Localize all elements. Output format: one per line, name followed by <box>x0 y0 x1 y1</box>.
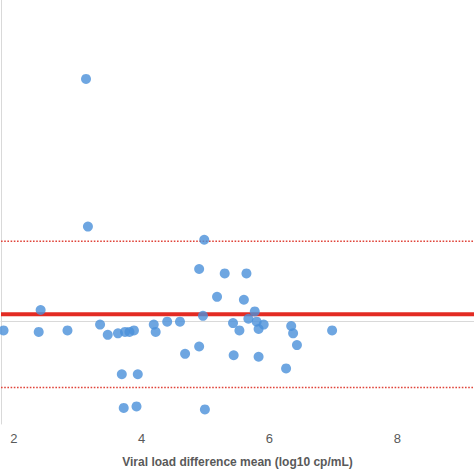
svg-text:8: 8 <box>394 431 401 446</box>
svg-text:4: 4 <box>138 431 145 446</box>
svg-text:6: 6 <box>266 431 273 446</box>
svg-text:Viral load difference mean (lo: Viral load difference mean (log10 cp/mL) <box>122 455 353 469</box>
svg-text:2: 2 <box>10 431 17 446</box>
